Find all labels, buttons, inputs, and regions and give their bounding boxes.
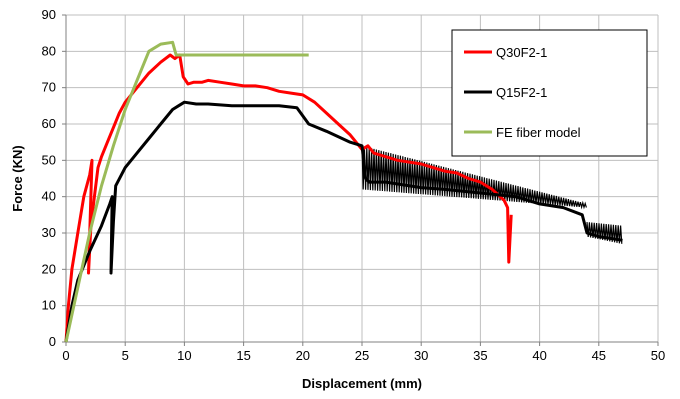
- legend-label: FE fiber model: [496, 125, 581, 140]
- series-line-1: [64, 100, 623, 343]
- x-tick-label: 0: [62, 348, 69, 363]
- y-tick-label: 20: [42, 261, 56, 276]
- x-tick-label: 20: [296, 348, 310, 363]
- y-tick-label: 0: [49, 334, 56, 349]
- x-axis-title: Displacement (mm): [302, 376, 422, 391]
- x-tick-label: 25: [355, 348, 369, 363]
- x-tick-label: 45: [592, 348, 606, 363]
- y-tick-label: 40: [42, 189, 56, 204]
- series-line-2: [64, 40, 309, 343]
- oscillation-band: [361, 145, 587, 210]
- x-tick-label: 40: [532, 348, 546, 363]
- x-tick-label: 5: [122, 348, 129, 363]
- legend: Q30F2-1 Q15F2-1 FE fiber model: [451, 29, 648, 157]
- y-tick-label: 80: [42, 43, 56, 58]
- x-tick-label: 35: [473, 348, 487, 363]
- y-tick-label: 70: [42, 80, 56, 95]
- y-tick-label: 90: [42, 7, 56, 22]
- y-tick-label: 50: [42, 152, 56, 167]
- x-tick-label: 10: [177, 348, 191, 363]
- y-axis-title: Force (KN): [10, 145, 25, 211]
- x-tick-label: 15: [236, 348, 250, 363]
- x-tick-label: 30: [414, 348, 428, 363]
- y-tick-label: 10: [42, 298, 56, 313]
- axes: [62, 14, 659, 346]
- series-layer: [64, 40, 623, 343]
- x-tick-label: 50: [651, 348, 665, 363]
- series-line-0: [64, 53, 513, 343]
- legend-label: Q15F2-1: [496, 85, 547, 100]
- legend-label: Q30F2-1: [496, 45, 547, 60]
- y-tick-label: 30: [42, 225, 56, 240]
- y-tick-label: 60: [42, 116, 56, 131]
- tick-labels: 0 5 10 15 20 25 30 35 40 45 50 0 10 20 30 40 50 60 70 80 90: [42, 7, 666, 363]
